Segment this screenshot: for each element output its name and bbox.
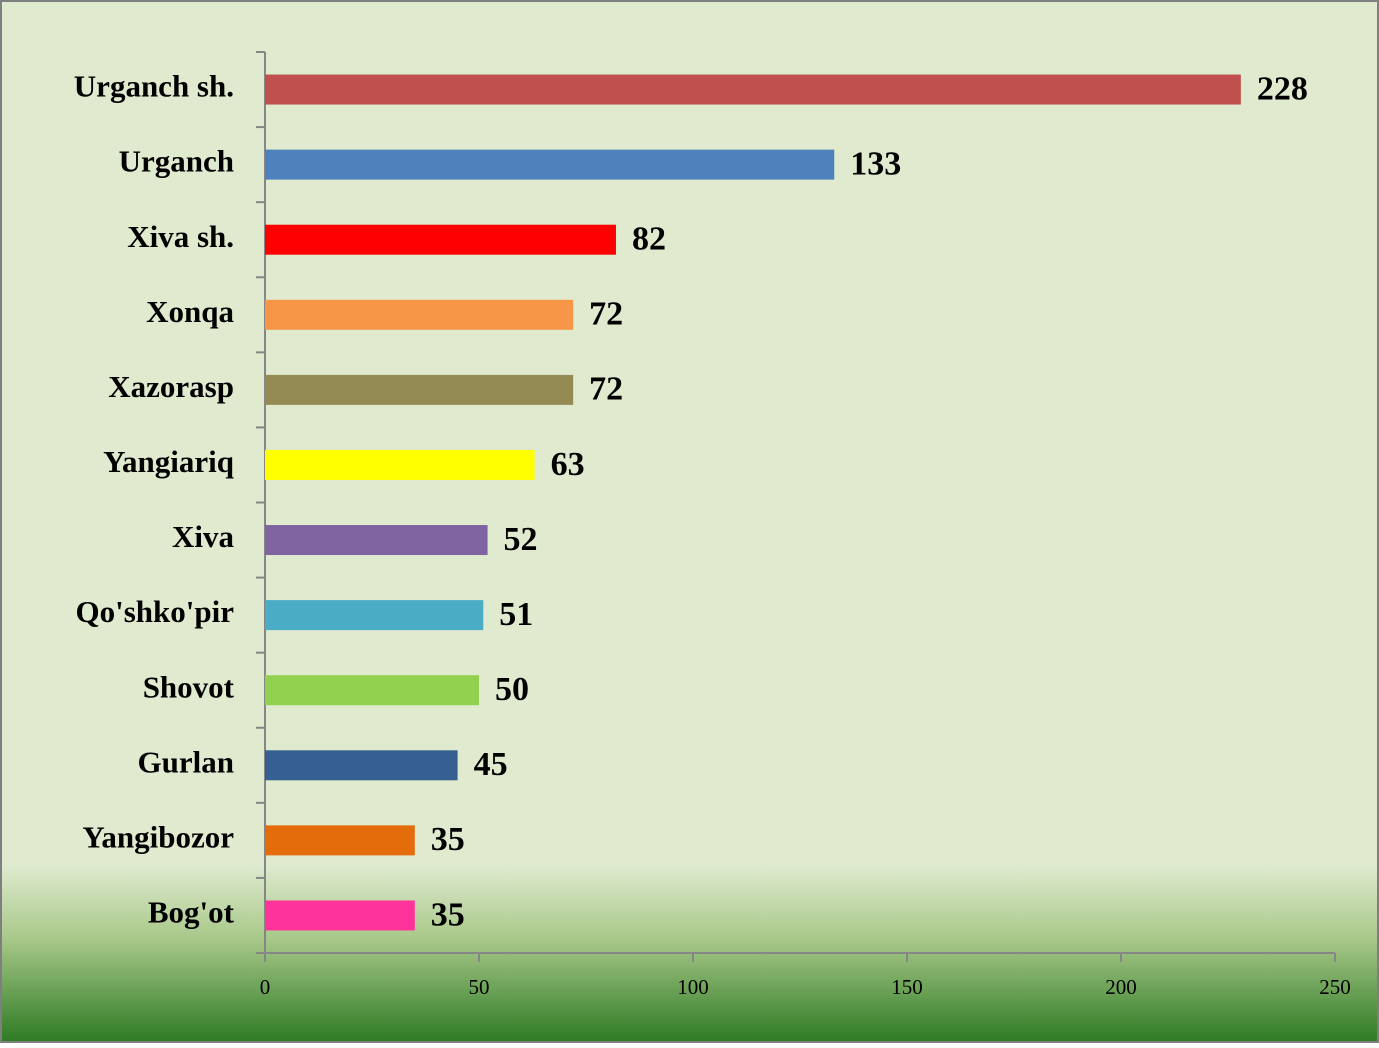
- y-tick-label: Xiva: [172, 519, 235, 554]
- y-tick-label: Bog'ot: [148, 895, 235, 930]
- y-tick-label: Xiva sh.: [127, 219, 234, 254]
- y-tick-label: Xonqa: [146, 294, 234, 329]
- y-tick-label: Xazorasp: [108, 369, 234, 404]
- value-label: 45: [474, 746, 508, 783]
- value-label: 50: [495, 671, 529, 708]
- bar: [265, 675, 479, 706]
- value-label: 228: [1257, 70, 1308, 107]
- value-label: 72: [589, 371, 623, 408]
- y-tick-label: Yangiariq: [103, 444, 234, 479]
- bar: [265, 74, 1241, 105]
- bar: [265, 149, 835, 180]
- value-label: 133: [850, 145, 901, 182]
- y-tick-label: Yangibozor: [82, 819, 234, 854]
- y-tick-label: Gurlan: [138, 744, 234, 779]
- bar: [265, 374, 574, 405]
- x-tick-label: 0: [260, 975, 271, 999]
- bar: [265, 750, 458, 781]
- value-label: 35: [431, 821, 465, 858]
- x-tick-label: 100: [677, 975, 709, 999]
- x-tick-label: 200: [1105, 975, 1137, 999]
- y-tick-label: Urganch: [119, 144, 234, 179]
- value-label: 72: [589, 296, 623, 333]
- value-label: 51: [499, 596, 533, 633]
- bar: [265, 449, 535, 480]
- value-label: 52: [504, 521, 538, 558]
- x-tick-label: 50: [469, 975, 490, 999]
- bar: [265, 224, 616, 255]
- y-tick-label: Qo'shko'pir: [76, 594, 235, 629]
- bar: [265, 600, 484, 631]
- bar: [265, 900, 415, 931]
- bar: [265, 525, 488, 556]
- value-label: 35: [431, 896, 465, 933]
- x-tick-label: 250: [1319, 975, 1351, 999]
- value-label: 82: [632, 221, 666, 258]
- y-tick-label: Urganch sh.: [74, 69, 234, 104]
- y-tick-label: Shovot: [143, 669, 235, 704]
- x-tick-label: 150: [891, 975, 923, 999]
- bar: [265, 299, 574, 330]
- value-label: 63: [551, 446, 585, 483]
- bar: [265, 825, 415, 856]
